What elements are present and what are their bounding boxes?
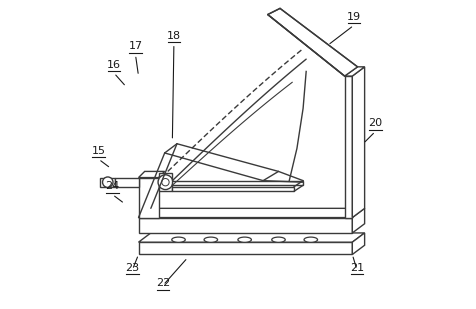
- Polygon shape: [344, 67, 364, 76]
- Polygon shape: [138, 178, 158, 218]
- Text: 19: 19: [346, 12, 360, 22]
- Ellipse shape: [271, 237, 285, 242]
- Polygon shape: [158, 173, 172, 191]
- Circle shape: [161, 179, 169, 186]
- Polygon shape: [138, 233, 364, 242]
- Text: 16: 16: [107, 60, 120, 70]
- Polygon shape: [344, 76, 352, 218]
- Text: 15: 15: [91, 146, 105, 156]
- Polygon shape: [100, 178, 115, 187]
- Polygon shape: [352, 67, 364, 218]
- Polygon shape: [352, 233, 364, 255]
- Ellipse shape: [303, 237, 317, 242]
- Polygon shape: [138, 171, 164, 178]
- Text: 21: 21: [349, 263, 363, 273]
- Ellipse shape: [171, 237, 185, 242]
- Polygon shape: [352, 208, 364, 233]
- Polygon shape: [115, 178, 138, 187]
- Text: 17: 17: [128, 41, 142, 52]
- Polygon shape: [138, 242, 352, 255]
- Text: 20: 20: [367, 118, 382, 128]
- Ellipse shape: [204, 237, 217, 242]
- Text: 23: 23: [125, 263, 139, 273]
- Polygon shape: [267, 8, 357, 76]
- Ellipse shape: [238, 237, 251, 242]
- Polygon shape: [138, 208, 364, 218]
- Text: 22: 22: [156, 278, 170, 288]
- Text: 24: 24: [105, 181, 119, 191]
- Circle shape: [102, 177, 113, 188]
- Polygon shape: [172, 181, 302, 185]
- Polygon shape: [172, 187, 293, 191]
- Polygon shape: [138, 218, 352, 233]
- Text: 18: 18: [167, 31, 180, 41]
- Circle shape: [158, 175, 172, 189]
